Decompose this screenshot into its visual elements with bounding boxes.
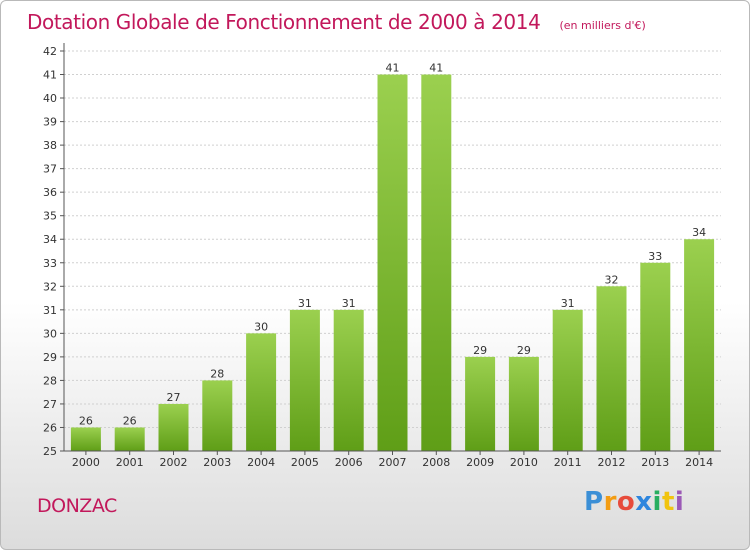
bars: 26 26 27 28 30 31 31 41 41 29 29 31 32 33 34 [70, 62, 715, 451]
y-tick-label: 29 [43, 351, 57, 364]
data-label: 26 [79, 414, 93, 427]
y-tick-label: 38 [43, 139, 57, 152]
logo-letter: t [661, 487, 675, 517]
data-label: 28 [210, 367, 224, 380]
x-tick-label: 2010 [510, 456, 538, 469]
y-tick-label: 32 [43, 280, 57, 293]
data-label: 29 [473, 344, 487, 357]
proxiti-logo[interactable]: Proxiti [584, 487, 684, 517]
y-tick-label: 36 [43, 186, 57, 199]
y-tick-label: 26 [43, 421, 57, 434]
axes: 25 26 27 28 29 30 31 32 33 34 35 36 37 38 39 40 41 42 2000… [43, 43, 721, 469]
logo-letter: i [652, 487, 662, 517]
x-tick-label: 2009 [466, 456, 494, 469]
logo-letter: i [674, 487, 685, 517]
bar [114, 427, 145, 451]
data-label: 27 [167, 391, 181, 404]
x-tick-label: 2014 [685, 456, 713, 469]
bar [333, 309, 364, 451]
x-tick-label: 2005 [291, 456, 319, 469]
title-row: Dotation Globale de Fonctionnement de 20… [27, 10, 646, 34]
logo-letter: P [584, 487, 604, 517]
bar [684, 239, 715, 451]
bar [289, 309, 320, 451]
chart-title: Dotation Globale de Fonctionnement de 20… [27, 10, 541, 34]
bar [202, 380, 233, 451]
x-tick-label: 2003 [203, 456, 231, 469]
bar [246, 333, 277, 451]
y-tick-label: 40 [43, 92, 57, 105]
logo-letter: o [616, 487, 636, 517]
logo-letter: x [635, 487, 653, 517]
y-tick-label: 27 [43, 398, 57, 411]
x-tick-label: 2004 [247, 456, 275, 469]
y-tick-label: 25 [43, 445, 57, 458]
y-tick-label: 41 [43, 69, 57, 82]
data-label: 31 [298, 297, 312, 310]
y-tick-label: 42 [43, 45, 57, 58]
x-tick-label: 2001 [116, 456, 144, 469]
data-label: 26 [123, 414, 137, 427]
y-tick-label: 35 [43, 210, 57, 223]
bar [552, 309, 583, 451]
y-tick-label: 39 [43, 116, 57, 129]
data-label: 41 [429, 62, 443, 75]
bar [508, 356, 539, 451]
data-label: 41 [386, 62, 400, 75]
bar [596, 286, 627, 451]
x-tick-label: 2002 [160, 456, 188, 469]
data-label: 33 [648, 250, 662, 263]
x-tick-label: 2008 [422, 456, 450, 469]
bar [465, 356, 496, 451]
data-label: 32 [605, 273, 619, 286]
x-tick-label: 2011 [554, 456, 582, 469]
data-label: 31 [561, 297, 575, 310]
x-tick-label: 2006 [335, 456, 363, 469]
x-tick-label: 2000 [72, 456, 100, 469]
bar [640, 262, 671, 451]
chart-subtitle: (en milliers d'€) [559, 19, 646, 32]
bar [377, 74, 408, 451]
y-tick-label: 33 [43, 257, 57, 270]
y-tick-label: 31 [43, 304, 57, 317]
y-tick-label: 37 [43, 163, 57, 176]
y-tick-label: 28 [43, 374, 57, 387]
bar [70, 427, 101, 451]
data-label: 31 [342, 297, 356, 310]
y-tick-label: 30 [43, 327, 57, 340]
data-label: 34 [692, 226, 706, 239]
y-tick-label: 34 [43, 233, 57, 246]
town-name: DONZAC [37, 495, 117, 517]
data-label: 30 [254, 320, 268, 333]
data-label: 29 [517, 344, 531, 357]
x-tick-label: 2013 [641, 456, 669, 469]
x-tick-label: 2012 [598, 456, 626, 469]
logo-letter: r [603, 487, 617, 517]
bar [158, 403, 189, 451]
bar [421, 74, 452, 451]
x-tick-label: 2007 [379, 456, 407, 469]
